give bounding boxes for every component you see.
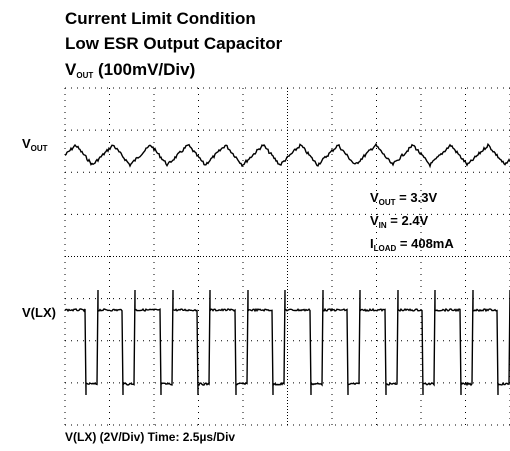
symbol: V	[370, 213, 379, 228]
footer: V(LX) (2V/Div) Time: 2.5µs/Div	[65, 430, 235, 444]
annotation-text: = 3.3V	[396, 190, 438, 205]
vout-trace	[64, 142, 510, 169]
subscript: IN	[379, 221, 387, 230]
graticule	[64, 87, 510, 426]
symbol: V	[370, 190, 379, 205]
subscript: OUT	[31, 144, 48, 153]
annotation: ILOAD = 408mA	[370, 236, 454, 253]
subscript: OUT	[379, 198, 396, 207]
channel-label: VOUT	[22, 136, 48, 153]
annotation-text: = 408mA	[396, 236, 454, 251]
title-line: Low ESR Output Capacitor	[65, 34, 283, 53]
symbol: I	[370, 236, 374, 251]
symbol: V	[65, 60, 77, 79]
subscript: LOAD	[374, 244, 397, 253]
symbol: V	[22, 136, 31, 151]
trace-scale: VOUT (100mV/Div)	[65, 60, 195, 80]
annotation: VIN = 2.4V	[370, 213, 429, 230]
channel-label: V(LX)	[22, 305, 56, 320]
subscript: OUT	[76, 71, 93, 80]
label-text: (100mV/Div)	[93, 60, 195, 79]
annotation: VOUT = 3.3V	[370, 190, 437, 207]
title-line: Current Limit Condition	[65, 9, 256, 28]
annotation-text: = 2.4V	[387, 213, 429, 228]
vlx-trace	[64, 289, 510, 396]
